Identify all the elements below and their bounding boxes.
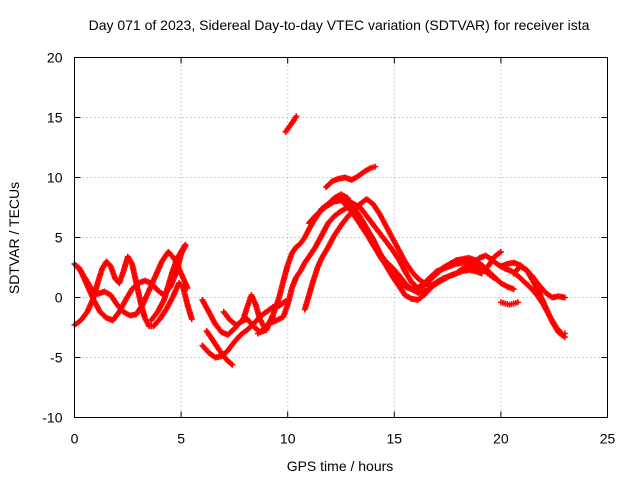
data-point-marker bbox=[372, 163, 379, 170]
data-point-marker bbox=[184, 284, 191, 291]
x-tick-label: 5 bbox=[177, 431, 185, 447]
x-tick-label: 25 bbox=[600, 431, 616, 447]
y-axis-label: SDTVAR / TECUs bbox=[6, 182, 22, 294]
data-point-marker bbox=[497, 248, 504, 255]
data-point-marker bbox=[188, 316, 195, 323]
data-point-marker bbox=[229, 361, 236, 368]
y-tick-label: 0 bbox=[55, 290, 63, 306]
y-tick-label: -10 bbox=[42, 410, 62, 426]
x-tick-label: 15 bbox=[387, 431, 403, 447]
y-tick-label: 15 bbox=[47, 110, 63, 126]
data-point-marker bbox=[293, 113, 300, 120]
data-layer bbox=[71, 113, 568, 368]
data-point-marker bbox=[514, 299, 521, 306]
data-series-3 bbox=[75, 248, 191, 319]
data-point-marker bbox=[561, 334, 568, 341]
x-tick-label: 10 bbox=[280, 431, 296, 447]
data-series-14 bbox=[306, 197, 440, 296]
data-series-2 bbox=[71, 253, 195, 330]
data-point-marker bbox=[433, 280, 440, 287]
data-series-4 bbox=[148, 241, 189, 324]
data-series-12 bbox=[323, 163, 379, 191]
data-point-marker bbox=[269, 313, 276, 320]
data-series-7 bbox=[199, 298, 289, 361]
data-point-marker bbox=[182, 241, 189, 248]
data-series-13 bbox=[338, 196, 517, 293]
y-tick-label: 10 bbox=[47, 170, 63, 186]
data-point-marker bbox=[561, 294, 568, 301]
y-tick-label: 5 bbox=[55, 230, 63, 246]
x-tick-label: 20 bbox=[493, 431, 509, 447]
y-tick-label: -5 bbox=[50, 350, 63, 366]
x-axis-label: GPS time / hours bbox=[287, 458, 394, 474]
grid-layer bbox=[74, 57, 608, 418]
data-point-marker bbox=[510, 286, 517, 293]
tick-layer: 0 5 10 15 20 25 -10 -5 0 5 10 15 20 bbox=[42, 50, 615, 447]
data-series-18 bbox=[510, 263, 568, 341]
y-tick-label: 20 bbox=[47, 50, 63, 66]
data-series-16 bbox=[497, 299, 521, 308]
plot-border bbox=[74, 57, 608, 418]
chart-title: Day 071 of 2023, Sidereal Day-to-day VTE… bbox=[89, 17, 590, 33]
data-series-11 bbox=[282, 113, 300, 135]
x-tick-label: 0 bbox=[71, 431, 79, 447]
